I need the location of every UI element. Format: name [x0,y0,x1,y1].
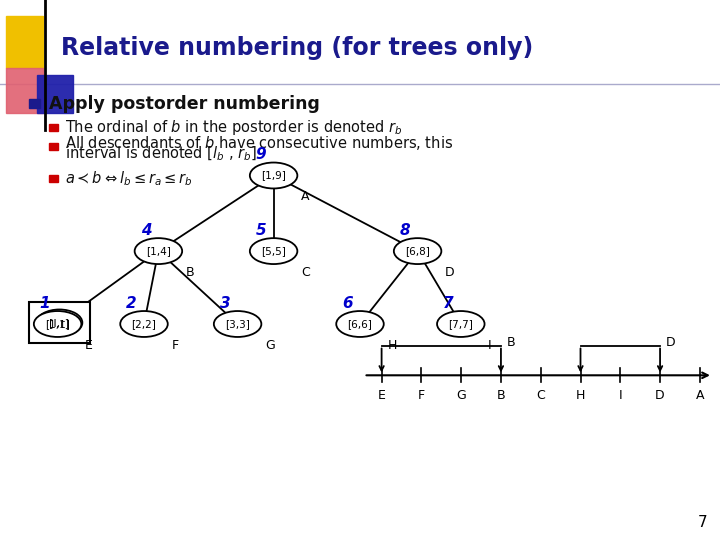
Bar [6,68,43,113]
Text: C: C [301,266,310,279]
Bar [6,16,43,68]
Text: [5,5]: [5,5] [261,246,286,256]
Text: D: D [666,336,675,349]
Text: E: E [378,389,385,402]
Text: B: B [507,336,516,349]
Ellipse shape [120,311,168,337]
Bar [37,75,73,113]
Text: C: C [536,389,545,402]
Text: G: G [456,389,466,402]
Ellipse shape [394,238,441,264]
Text: [7,7]: [7,7] [449,319,473,329]
Text: A: A [301,190,310,203]
Text: The ordinal of $\mathit{b}$ in the postorder is denoted $r_b$: The ordinal of $\mathit{b}$ in the posto… [65,118,402,137]
Text: D: D [655,389,665,402]
Text: 6: 6 [342,295,353,310]
Text: [1,4]: [1,4] [146,246,171,256]
Text: A: A [696,389,704,402]
Text: D: D [445,266,454,279]
Bar [29,302,90,343]
Bar [49,143,58,150]
Text: G: G [265,339,275,352]
Text: B: B [186,266,194,279]
Text: [1,9]: [1,9] [261,171,286,180]
Text: F: F [418,389,425,402]
Text: [3,3]: [3,3] [225,319,250,329]
Text: I: I [618,389,622,402]
Bar [29,99,40,108]
Ellipse shape [135,238,182,264]
Text: F: F [171,339,179,352]
Text: H: H [387,339,397,352]
Ellipse shape [336,311,384,337]
Text: interval is denoted $[l_b$ , $r_b]$: interval is denoted $[l_b$ , $r_b]$ [65,145,257,163]
Text: 7: 7 [443,295,454,310]
Ellipse shape [250,163,297,188]
Ellipse shape [214,311,261,337]
Text: H: H [576,389,585,402]
Text: 7: 7 [698,515,707,530]
Text: [l,r]: [l,r] [50,318,69,328]
Bar [49,124,58,131]
Text: I: I [488,339,492,352]
Text: [1,1]: [1,1] [45,319,70,329]
Text: Apply postorder numbering: Apply postorder numbering [49,94,320,113]
Text: $\mathit{a} \prec \mathit{b} \Leftrightarrow \mathit{l_b} \leq \mathit{r_a} \leq: $\mathit{a} \prec \mathit{b} \Leftrighta… [65,170,193,188]
Text: 1: 1 [40,295,50,310]
Text: E: E [85,339,93,352]
Text: 3: 3 [220,295,230,310]
Text: [6,8]: [6,8] [405,246,430,256]
Text: 8: 8 [400,222,410,238]
Ellipse shape [34,311,81,337]
Text: [6,6]: [6,6] [348,319,372,329]
Ellipse shape [437,311,485,337]
Text: All descendants of $\mathit{b}$ have consecutive numbers, this: All descendants of $\mathit{b}$ have con… [65,134,453,152]
Bar [49,176,58,182]
Text: 2: 2 [126,295,137,310]
Text: 5: 5 [256,222,266,238]
Text: 4: 4 [140,222,151,238]
Ellipse shape [250,238,297,264]
Text: 9: 9 [256,147,266,162]
Text: B: B [497,389,505,402]
Text: [2,2]: [2,2] [132,319,156,329]
Text: Relative numbering (for trees only): Relative numbering (for trees only) [61,36,534,59]
